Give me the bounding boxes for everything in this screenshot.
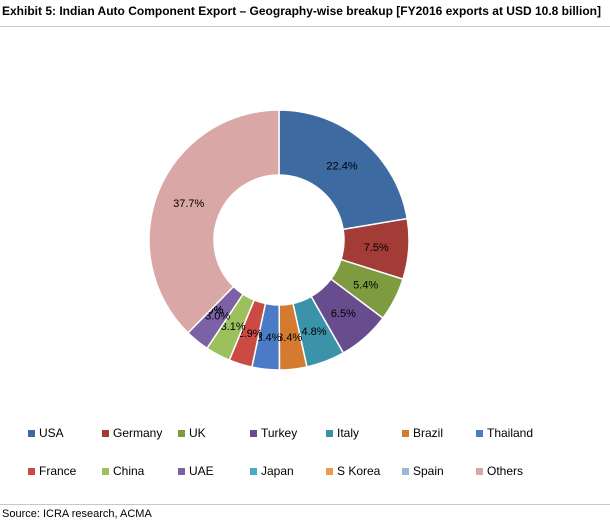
legend-item-uae: UAE	[178, 464, 214, 478]
slice-label-brazil: 3.4%	[277, 332, 302, 344]
legend-item-germany: Germany	[102, 426, 162, 440]
legend-item-others: Others	[476, 464, 523, 478]
legend-swatch	[28, 467, 35, 475]
legend-label: Italy	[337, 426, 360, 440]
legend-swatch	[250, 429, 257, 437]
slice-label-turkey: 6.5%	[331, 308, 356, 320]
legend-label: Brazil	[413, 426, 444, 440]
source-note: Source: ICRA research, ACMA	[2, 508, 152, 520]
legend-swatch	[178, 467, 185, 475]
slice-label-china: 3.1%	[221, 321, 246, 333]
legend-label: Japan	[261, 464, 294, 478]
legend-label: Germany	[113, 426, 163, 440]
legend-item-spain: Spain	[402, 464, 444, 478]
slice-label-uk: 5.4%	[353, 280, 378, 292]
legend-swatch	[326, 467, 333, 475]
legend-swatch	[28, 429, 35, 437]
legend-label: France	[39, 464, 77, 478]
legend-label: Spain	[413, 464, 444, 478]
legend-item-s-korea: S Korea	[326, 464, 380, 478]
chart-title: Exhibit 5: Indian Auto Component Export …	[2, 4, 601, 18]
legend-label: Turkey	[261, 426, 298, 440]
legend-swatch	[476, 467, 483, 475]
slice-label-france: 2.9%	[238, 328, 263, 340]
slice-others	[148, 109, 280, 334]
slice-label-uae: 3.0%	[205, 311, 230, 323]
legend-swatch	[102, 429, 109, 437]
legend-item-china: China	[102, 464, 144, 478]
legend-swatch	[102, 467, 109, 475]
legend-item-italy: Italy	[326, 426, 359, 440]
legend-swatch	[178, 429, 185, 437]
legend-item-turkey: Turkey	[250, 426, 297, 440]
legend-item-thailand: Thailand	[476, 426, 533, 440]
legend-label: UK	[189, 426, 206, 440]
source-divider	[0, 504, 610, 505]
slice-label-others: 37.7%	[173, 198, 204, 210]
legend-label: USA	[39, 426, 64, 440]
legend-item-japan: Japan	[250, 464, 294, 478]
legend-label: Thailand	[487, 426, 534, 440]
legend-label: Others	[487, 464, 524, 478]
legend-item-usa: USA	[28, 426, 64, 440]
donut-chart: 22.4%7.5%5.4%6.5%4.8%3.4%3.4%2.9%3.1%3.0…	[148, 109, 410, 371]
title-divider	[0, 26, 610, 27]
legend-swatch	[402, 429, 409, 437]
legend-item-uk: UK	[178, 426, 206, 440]
slice-label-thailand: 3.4%	[256, 332, 281, 344]
legend-item-france: France	[28, 464, 76, 478]
legend-item-brazil: Brazil	[402, 426, 443, 440]
legend-label: S Korea	[337, 464, 381, 478]
slice-label-usa: 22.4%	[326, 161, 357, 173]
legend-swatch	[250, 467, 257, 475]
slice-label-germany: 7.5%	[364, 242, 389, 254]
slice-label-italy: 4.8%	[301, 326, 326, 338]
legend-label: China	[113, 464, 145, 478]
legend-swatch	[326, 429, 333, 437]
legend-label: UAE	[189, 464, 214, 478]
legend-swatch	[476, 429, 483, 437]
legend-swatch	[402, 467, 409, 475]
slice-usa	[278, 109, 409, 231]
